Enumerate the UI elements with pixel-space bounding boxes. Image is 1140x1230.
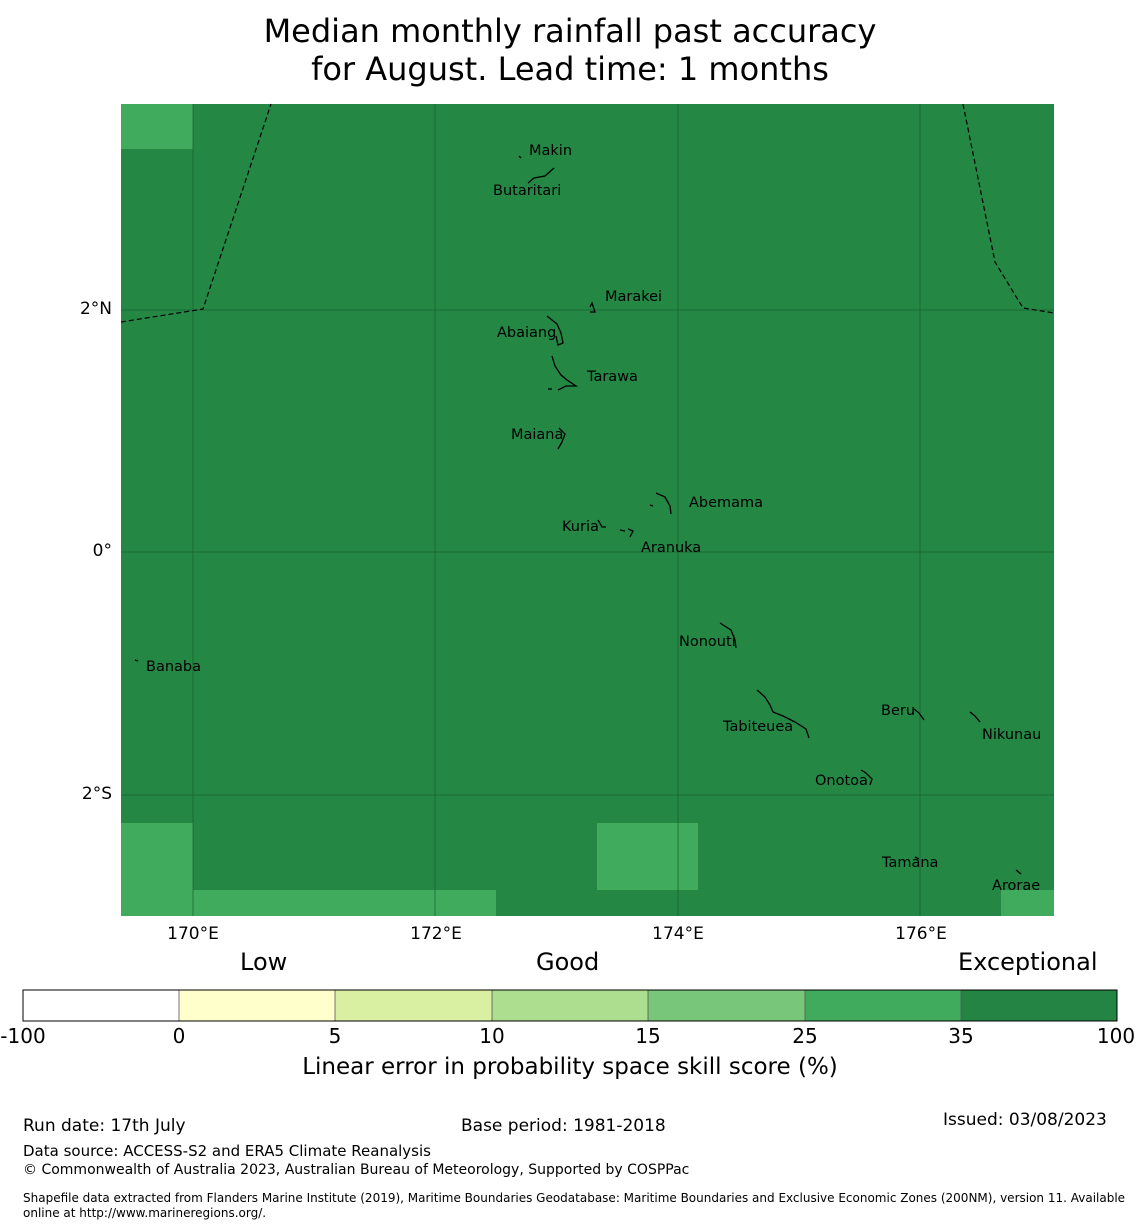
shapefile-credit-line-2: online at http://www.marineregions.org/.: [23, 1206, 267, 1220]
gridlines: [121, 104, 1054, 916]
island-label: Tabiteuea: [722, 719, 793, 735]
island-label: Kuria: [562, 519, 599, 535]
lat-tick-label: 2°N: [79, 299, 112, 319]
island-label: Makin: [529, 143, 572, 159]
colorbar-tick: 0: [172, 1024, 186, 1048]
island-label: Aranuka: [641, 540, 701, 556]
colorbar-segment: [492, 990, 648, 1021]
island-outlines: [134, 155, 1022, 875]
skill-cell-lighter: [1001, 890, 1054, 916]
colorbar-segment: [805, 990, 961, 1021]
skill-field: [121, 104, 1054, 916]
colorbar-tick: 100: [1096, 1024, 1136, 1048]
colorbar-tick: 15: [635, 1024, 661, 1048]
colorbar-segment: [648, 990, 805, 1021]
run-date: Run date: 17th July: [23, 1116, 186, 1136]
island-label: Nikunau: [982, 727, 1041, 743]
category-exceptional: Exceptional: [958, 948, 1098, 976]
eez-boundary: [120, 103, 1055, 323]
island-label: Marakei: [605, 289, 662, 305]
chart-title-line-1: Median monthly rainfall past accuracy: [263, 12, 877, 50]
island-label: Maiana: [511, 427, 563, 443]
lat-tick-label: 2°S: [81, 784, 112, 804]
skill-cell-lighter: [597, 823, 698, 890]
copyright: © Commonwealth of Australia 2023, Austra…: [23, 1162, 690, 1178]
colorbar-tick: 35: [948, 1024, 974, 1048]
shapefile-credit-line-1: Shapefile data extracted from Flanders M…: [23, 1191, 1126, 1205]
island-label: Arorae: [992, 878, 1040, 894]
lon-tick-label: 172°E: [410, 924, 462, 944]
category-low: Low: [240, 948, 288, 976]
island-label: Nonouti: [679, 634, 736, 650]
colorbar-label: Linear error in probability space skill …: [302, 1054, 838, 1080]
island-label: Butaritari: [493, 183, 561, 199]
colorbar-segment: [961, 990, 1117, 1021]
island-label: Tamana: [881, 855, 938, 871]
colorbar-tick: 10: [479, 1024, 505, 1048]
lat-tick-label: 0°: [92, 541, 112, 561]
colorbar-tick: 25: [792, 1024, 818, 1048]
colorbar: [22, 989, 1118, 1022]
category-good: Good: [536, 948, 600, 976]
colorbar-frame: [22, 989, 1118, 1022]
colorbar-segment: [335, 990, 492, 1021]
island-label: Beru: [881, 703, 915, 719]
island-label: Abemama: [689, 495, 763, 511]
colorbar-tick: 5: [328, 1024, 342, 1048]
skill-cell-lighter: [121, 823, 193, 916]
island-label: Abaiang: [497, 325, 556, 341]
island-label: Banaba: [146, 659, 201, 675]
island-label: Tarawa: [586, 369, 638, 385]
lon-tick-label: 170°E: [167, 924, 219, 944]
lon-tick-label: 176°E: [895, 924, 947, 944]
island-label: Onotoa: [815, 773, 868, 789]
issued-date: Issued: 03/08/2023: [943, 1110, 1107, 1130]
lon-tick-label: 174°E: [652, 924, 704, 944]
colorbar-segment: [179, 990, 335, 1021]
chart-title-line-2: for August. Lead time: 1 months: [311, 50, 829, 88]
island-labels: Makin Butaritari Marakei Abaiang Tarawa …: [146, 143, 1041, 894]
base-period: Base period: 1981-2018: [461, 1116, 666, 1136]
colorbar-tick: -100: [0, 1024, 46, 1048]
data-source: Data source: ACCESS-S2 and ERA5 Climate …: [23, 1142, 431, 1160]
colorbar-segment: [23, 990, 179, 1021]
skill-cell-lighter: [193, 890, 496, 916]
skill-cell-lighter: [121, 104, 193, 149]
